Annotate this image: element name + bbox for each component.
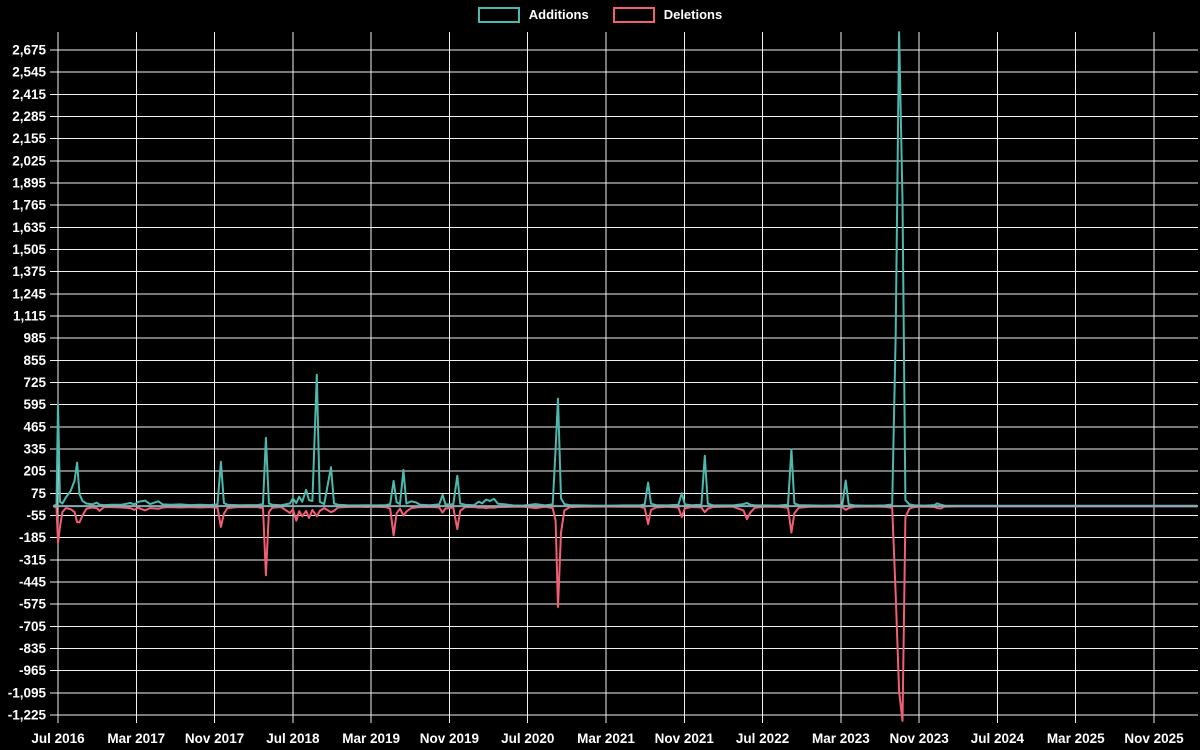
y-tick-label: 465 (23, 419, 46, 434)
y-tick-label: 1,635 (12, 220, 46, 235)
y-tick-label: -575 (19, 597, 47, 612)
y-tick-label: 725 (23, 375, 46, 390)
x-tick-label: Nov 2021 (655, 731, 715, 746)
y-tick-label: 335 (23, 442, 46, 457)
y-tick-label: 2,025 (12, 153, 46, 168)
legend-item-additions[interactable]: Additions (477, 7, 589, 23)
y-tick-label: 75 (31, 486, 47, 501)
x-tick-label: Mar 2023 (812, 731, 870, 746)
y-tick-label: 1,505 (12, 242, 46, 257)
y-tick-label: -315 (19, 552, 47, 567)
y-tick-label: 1,245 (12, 286, 46, 301)
y-tick-label: 595 (23, 397, 46, 412)
y-tick-label: -55 (26, 508, 46, 523)
x-tick-label: Nov 2019 (420, 731, 479, 746)
y-tick-label: -965 (19, 663, 47, 678)
x-tick-label: Jul 2016 (31, 731, 85, 746)
y-tick-label: -1,095 (8, 685, 47, 700)
legend-item-deletions[interactable]: Deletions (612, 7, 723, 23)
deletions-swatch-icon (612, 7, 655, 23)
additions-line (52, 31, 1198, 508)
y-tick-label: 1,115 (13, 309, 47, 324)
x-tick-label: Jul 2022 (736, 731, 789, 746)
y-tick-label: -445 (19, 575, 47, 590)
x-tick-label: Jul 2018 (266, 731, 320, 746)
y-tick-label: 1,895 (12, 176, 46, 191)
deletions-line (52, 505, 1198, 722)
x-tick-label: Jul 2024 (971, 731, 1025, 746)
y-tick-label: 1,765 (12, 198, 46, 213)
y-tick-label: 2,155 (12, 131, 46, 146)
y-tick-label: 205 (23, 464, 46, 479)
y-tick-label: 855 (23, 353, 46, 368)
x-tick-label: Nov 2017 (185, 731, 244, 746)
y-tick-label: 2,285 (12, 109, 46, 124)
x-tick-label: Mar 2021 (577, 731, 635, 746)
legend-label-additions: Additions (528, 7, 589, 22)
x-tick-label: Jul 2020 (501, 731, 554, 746)
y-tick-label: -1,225 (8, 708, 47, 723)
chart-legend: Additions Deletions (0, 7, 1200, 23)
x-tick-label: Nov 2025 (1124, 731, 1184, 746)
y-tick-label: 2,545 (12, 65, 46, 80)
x-tick-label: Mar 2025 (1047, 731, 1105, 746)
y-tick-label: -835 (19, 641, 47, 656)
y-tick-label: 2,675 (12, 43, 46, 58)
legend-label-deletions: Deletions (663, 7, 723, 22)
y-tick-label: 2,415 (12, 87, 46, 102)
x-tick-label: Nov 2023 (889, 731, 949, 746)
y-tick-label: -185 (19, 530, 47, 545)
y-tick-label: 1,375 (12, 264, 46, 279)
additions-swatch-icon (477, 7, 520, 23)
y-tick-label: 985 (23, 331, 46, 346)
x-tick-label: Mar 2019 (342, 731, 400, 746)
x-tick-label: Mar 2017 (107, 731, 165, 746)
y-tick-label: -705 (19, 619, 47, 634)
